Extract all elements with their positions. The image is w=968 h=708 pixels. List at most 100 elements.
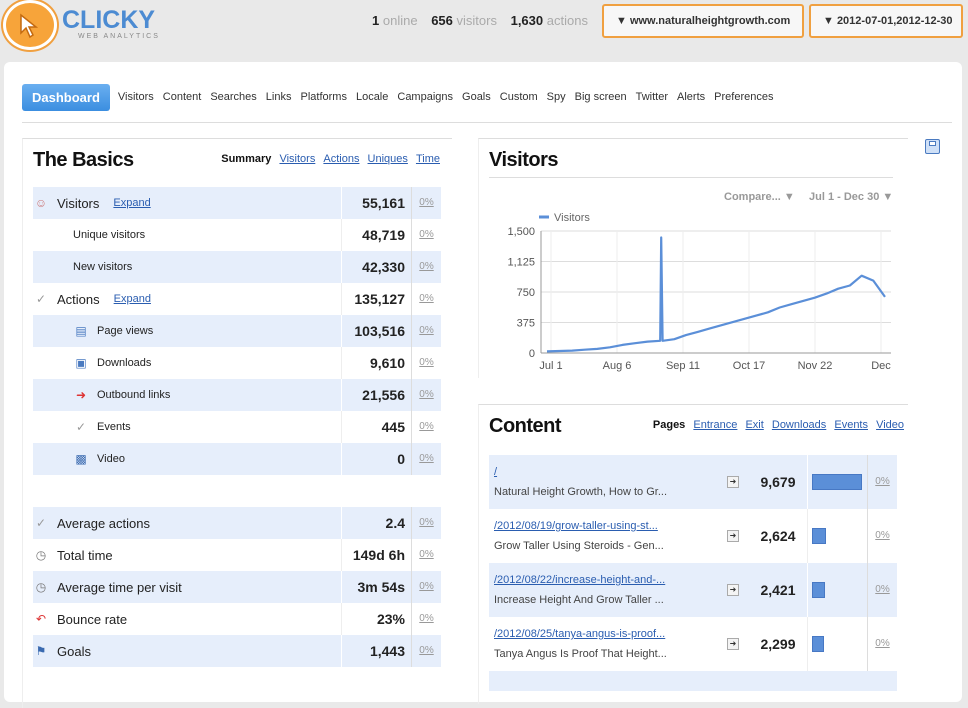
content-row: /2012/08/25/tanya-angus-is-proof... Tanya…	[489, 617, 897, 671]
page-path-link[interactable]: /2012/08/25/tanya-angus-is-proof...	[494, 628, 666, 640]
external-link-icon[interactable]: ➜	[727, 584, 739, 596]
basics-row-bounce-rate: ↶ Bounce rate 23% 0%	[33, 603, 441, 635]
basics-row-actions: ✓ Actions Expand 135,127 0%	[33, 283, 441, 315]
nav-custom[interactable]: Custom	[499, 91, 538, 103]
row-value: 48,719	[341, 219, 411, 251]
nav-visitors[interactable]: Visitors	[117, 91, 154, 103]
y-tick-label: 1,500	[507, 226, 535, 238]
tab-entrance[interactable]: Entrance	[693, 419, 738, 431]
date-range-select[interactable]: ▼ 2012-07-01,2012-12-30	[809, 4, 963, 38]
basics-row-unique-visitors: Unique visitors 48,719 0%	[33, 219, 441, 251]
external-link-icon[interactable]: ➜	[727, 638, 739, 650]
basics-row-goals: ⚑ Goals 1,443 0%	[33, 635, 441, 667]
basics-row-events: ✓ Events 445 0%	[33, 411, 441, 443]
row-change[interactable]: 0%	[411, 315, 441, 347]
nav-campaigns[interactable]: Campaigns	[397, 91, 454, 103]
x-tick-label: Oct 17	[733, 360, 765, 372]
nav-searches[interactable]: Searches	[210, 91, 257, 103]
row-change[interactable]: 0%	[411, 283, 441, 315]
page-title: Tanya Angus Is Proof That Height...	[494, 648, 667, 660]
row-label: Events	[97, 421, 131, 433]
row-change[interactable]: 0%	[867, 563, 897, 617]
page-views-value: 9,679	[760, 474, 796, 490]
row-change[interactable]: 0%	[411, 635, 441, 667]
tab-actions[interactable]: Actions	[323, 153, 360, 165]
page-title: Grow Taller Using Steroids - Gen...	[494, 540, 664, 552]
row-change[interactable]: 0%	[411, 603, 441, 635]
row-change[interactable]: 0%	[411, 251, 441, 283]
nav-big-screen[interactable]: Big screen	[574, 91, 627, 103]
nav-twitter[interactable]: Twitter	[635, 91, 669, 103]
row-change[interactable]: 0%	[411, 411, 441, 443]
row-change[interactable]: 0%	[411, 187, 441, 219]
page-path-link[interactable]: /	[494, 466, 498, 478]
share-bar	[807, 455, 867, 509]
logo-text: CLICKY	[62, 6, 156, 34]
row-label: Average actions	[57, 515, 150, 531]
y-tick-label: 0	[529, 348, 535, 360]
tab-visitors[interactable]: Visitors	[279, 153, 316, 165]
nav-links[interactable]: Links	[265, 91, 292, 103]
row-change[interactable]: 0%	[411, 379, 441, 411]
basics-tabs: Summary Visitors Actions Uniques Time	[216, 153, 440, 165]
tab-dashboard[interactable]: Dashboard	[22, 83, 110, 111]
save-icon[interactable]	[925, 139, 940, 154]
visitors-count: 656	[431, 13, 453, 28]
logo-subtitle: WEB ANALYTICS	[78, 33, 160, 40]
basics-row-downloads: ▣ Downloads 9,610 0%	[33, 347, 441, 379]
row-change[interactable]: 0%	[411, 443, 441, 475]
tab-time[interactable]: Time	[415, 153, 440, 165]
compare-dropdown[interactable]: Compare... ▼	[724, 191, 795, 203]
nav-preferences[interactable]: Preferences	[714, 91, 774, 103]
expand-visitors-link[interactable]: Expand	[113, 197, 151, 209]
x-tick-label: Dec	[871, 360, 891, 372]
basics-table: ☺ Visitors Expand 55,161 0% Unique visitor…	[33, 187, 441, 667]
external-link-icon[interactable]: ➜	[727, 530, 739, 542]
title-divider	[489, 177, 893, 178]
goals-icon: ⚑	[35, 644, 47, 658]
row-change[interactable]: 0%	[411, 347, 441, 379]
row-value: 55,161	[341, 187, 411, 219]
tab-pages[interactable]: Pages	[652, 419, 686, 431]
basics-row-outbound-links: ➜ Outbound links 21,556 0%	[33, 379, 441, 411]
row-change[interactable]: 0%	[867, 509, 897, 563]
basics-row-total-time: ◷ Total time 149d 6h 0%	[33, 539, 441, 571]
y-tick-label: 750	[517, 287, 535, 299]
row-label: Visitors	[57, 195, 100, 211]
page-path-link[interactable]: /2012/08/19/grow-taller-using-st...	[494, 520, 658, 532]
chart-range-dropdown[interactable]: Jul 1 - Dec 30 ▼	[809, 191, 894, 203]
basics-row-new-visitors: New visitors 42,330 0%	[33, 251, 441, 283]
video-icon: ▩	[75, 452, 87, 466]
external-link-icon[interactable]: ➜	[727, 476, 739, 488]
nav-goals[interactable]: Goals	[462, 91, 491, 103]
tab-downloads[interactable]: Downloads	[771, 419, 827, 431]
row-change[interactable]: 0%	[411, 219, 441, 251]
nav-platforms[interactable]: Platforms	[300, 91, 347, 103]
row-value: 103,516	[341, 315, 411, 347]
row-change[interactable]: 0%	[411, 539, 441, 571]
tab-summary[interactable]: Summary	[221, 153, 272, 165]
expand-actions-link[interactable]: Expand	[113, 293, 151, 305]
tab-uniques[interactable]: Uniques	[367, 153, 408, 165]
actions-count: 1,630	[510, 13, 544, 28]
basics-row-visitors: ☺ Visitors Expand 55,161 0%	[33, 187, 441, 219]
row-change[interactable]: 0%	[411, 507, 441, 539]
row-label: Outbound links	[97, 389, 171, 401]
y-tick-label: 1,125	[507, 257, 535, 269]
content-row: /2012/08/22/increase-height-and-... Incre…	[489, 563, 897, 617]
nav-content[interactable]: Content	[162, 91, 202, 103]
share-bar-fill	[812, 474, 862, 490]
nav-alerts[interactable]: Alerts	[677, 91, 706, 103]
row-change[interactable]: 0%	[867, 455, 897, 509]
nav-spy[interactable]: Spy	[546, 91, 566, 103]
nav-locale[interactable]: Locale	[355, 91, 389, 103]
clicky-logo[interactable]	[3, 0, 57, 50]
row-change[interactable]: 0%	[411, 571, 441, 603]
basics-row-video: ▩ Video 0 0%	[33, 443, 441, 475]
tab-events[interactable]: Events	[834, 419, 868, 431]
row-change[interactable]: 0%	[867, 617, 897, 671]
tab-video[interactable]: Video	[876, 419, 904, 431]
tab-exit[interactable]: Exit	[745, 419, 764, 431]
site-select[interactable]: ▼ www.naturalheightgrowth.com	[602, 4, 804, 38]
page-path-link[interactable]: /2012/08/22/increase-height-and-...	[494, 574, 666, 586]
